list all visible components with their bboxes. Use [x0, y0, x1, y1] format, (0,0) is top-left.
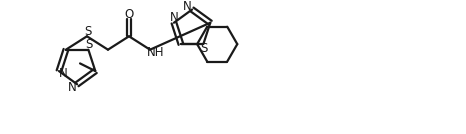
Text: S: S: [84, 25, 92, 38]
Text: S: S: [86, 38, 93, 51]
Text: N: N: [59, 67, 68, 80]
Text: S: S: [201, 42, 208, 55]
Text: N: N: [68, 81, 77, 94]
Text: O: O: [124, 8, 134, 21]
Text: N: N: [170, 11, 178, 24]
Text: NH: NH: [147, 46, 164, 59]
Text: N: N: [183, 0, 192, 13]
